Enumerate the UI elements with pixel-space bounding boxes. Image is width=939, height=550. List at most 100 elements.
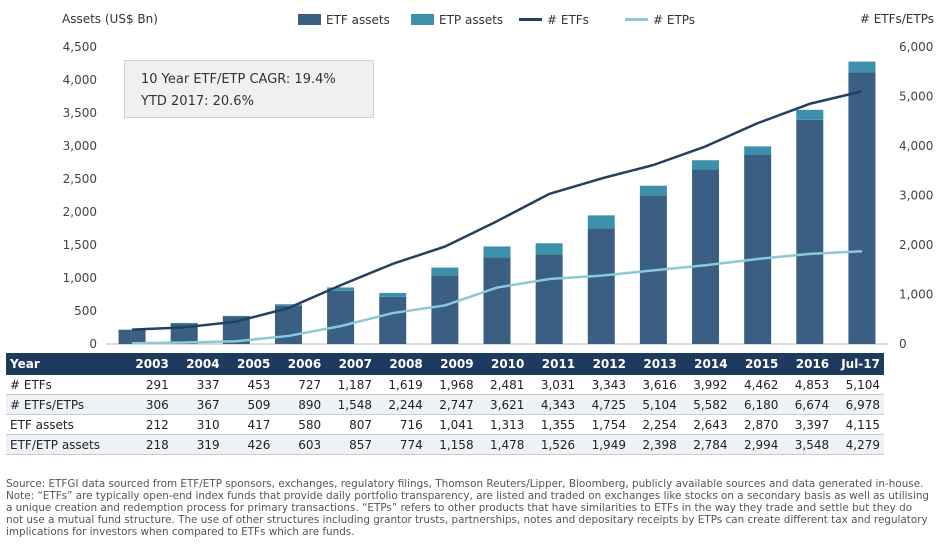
table-cell: 807	[325, 414, 376, 435]
right-tick-label: 4,000	[899, 139, 933, 153]
table-cell: 1,526	[528, 434, 580, 455]
right-tick-label: 3,000	[899, 189, 933, 203]
table-cell: 1,619	[375, 375, 427, 395]
etf-assets-bar	[431, 275, 459, 344]
table-cell: 4,725	[579, 394, 630, 415]
table-cell: 890	[274, 394, 326, 415]
etf-count-line	[132, 90, 863, 331]
legend-label: # ETPs	[653, 13, 695, 27]
legend-swatch	[298, 14, 321, 25]
data-table: Year 2003 2004 2005 2006 2007 2008 2009 2010 2011…	[6, 353, 884, 455]
table-cell: 2,254	[629, 414, 681, 435]
legend-swatch	[411, 14, 434, 25]
table-cell: 3,992	[680, 375, 732, 395]
table-cell: 509	[223, 394, 275, 415]
table-cell: 319	[172, 434, 224, 455]
table-row-label: ETF/ETP assets	[6, 434, 122, 455]
table-header-cell: 2014	[680, 353, 732, 375]
table-cell: 212	[122, 414, 173, 435]
legend-label: # ETFs	[547, 13, 589, 27]
right-tick-label: 6,000	[899, 40, 933, 54]
table-cell: 3,548	[782, 434, 834, 455]
etf-assets-bar	[379, 296, 407, 344]
left-tick-label: 4,500	[63, 40, 97, 54]
etf-assets-bar	[535, 254, 563, 344]
legend-label: ETF assets	[326, 13, 390, 27]
etf-assets-bar	[692, 169, 720, 344]
table-row: # ETFs/ETPs 306 367 509 890 1,548 2,244 2,747 3,…	[6, 394, 884, 415]
left-tick-label: 1,500	[63, 238, 97, 252]
table-cell: 306	[122, 394, 173, 415]
etf-assets-bar	[744, 154, 772, 344]
table-header-cell: Year	[6, 353, 122, 375]
table-cell: 3,397	[782, 414, 834, 435]
table-cell: 6,674	[782, 394, 834, 415]
table-row-label: # ETFs/ETPs	[6, 394, 122, 415]
legend-label: ETP assets	[439, 13, 503, 27]
left-tick-label: 500	[74, 304, 97, 318]
table-body: # ETFs 291 337 453 727 1,187 1,619 1,968 2,481 3,…	[6, 375, 884, 455]
table-header-cell: 2003	[122, 353, 173, 375]
table-cell: 3,621	[477, 394, 529, 415]
left-tick-label: 3,000	[63, 139, 97, 153]
table-cell: 426	[223, 434, 275, 455]
table-cell: 3,031	[528, 375, 580, 395]
table-cell: 310	[172, 414, 224, 435]
table-row-label: ETF assets	[6, 414, 122, 435]
etp-assets-bar	[170, 322, 198, 324]
table-cell: 857	[325, 434, 376, 455]
left-tick-label: 2,500	[63, 172, 97, 186]
etp-assets-bar	[535, 243, 563, 255]
table-cell: 453	[223, 375, 275, 395]
table-cell: 603	[274, 434, 326, 455]
right-tick-label: 2,000	[899, 238, 933, 252]
left-tick-label: 1,000	[63, 271, 97, 285]
table-cell: 218	[122, 434, 173, 455]
table-cell: 2,994	[731, 434, 783, 455]
cagr-line-2: YTD 2017: 20.6%	[141, 94, 254, 109]
table-cell: 5,104	[629, 394, 681, 415]
table-cell: 4,462	[731, 375, 783, 395]
right-tick-label: 5,000	[899, 90, 933, 104]
left-axis: 0 500 1,000 1,500 2,000 2,500 3,000 3,500 4,000 4…	[63, 40, 97, 351]
left-tick-label: 0	[89, 337, 97, 351]
table-cell: 417	[223, 414, 275, 435]
table-header-cell: Jul-17	[833, 353, 884, 375]
table-row: # ETFs 291 337 453 727 1,187 1,619 1,968 2,481 3,…	[6, 375, 884, 395]
table-header-cell: 2005	[223, 353, 275, 375]
table-cell: 1,968	[426, 375, 478, 395]
table-cell: 4,343	[528, 394, 580, 415]
table-cell: 1,949	[579, 434, 630, 455]
etp-assets-bar	[327, 287, 355, 291]
etf-assets-bar	[848, 72, 876, 344]
footnotes: Source: ETFGI data sourced from ETF/ETP …	[6, 478, 931, 538]
table-header-cell: 2009	[426, 353, 478, 375]
table-cell: 1,158	[426, 434, 478, 455]
source-note: Source: ETFGI data sourced from ETF/ETP …	[6, 478, 924, 490]
right-axis-title: # ETFs/ETPs	[860, 12, 934, 26]
table-header-cell: 2004	[172, 353, 224, 375]
table-cell: 1,754	[579, 414, 630, 435]
table-cell: 580	[274, 414, 326, 435]
etp-assets-bar	[848, 61, 876, 73]
etp-assets-bar	[692, 160, 720, 170]
table-cell: 6,978	[833, 394, 884, 415]
table-cell: 337	[172, 375, 224, 395]
table-cell: 291	[122, 375, 173, 395]
table-cell: 1,313	[477, 414, 529, 435]
table-cell: 6,180	[731, 394, 783, 415]
table-cell: 4,279	[833, 434, 884, 455]
etp-assets-bar	[639, 185, 667, 196]
table-cell: 2,784	[680, 434, 732, 455]
etp-assets-bar	[796, 109, 824, 120]
etp-assets-bar	[274, 304, 302, 306]
table-cell: 3,616	[629, 375, 681, 395]
table-cell: 1,478	[477, 434, 529, 455]
etp-count-line	[132, 249, 862, 345]
etp-assets-bar	[744, 146, 772, 155]
table-header-cell: 2007	[325, 353, 376, 375]
table-header-cell: 2011	[528, 353, 580, 375]
etp-assets-bar	[483, 246, 511, 258]
table-cell: 4,853	[782, 375, 834, 395]
table-header-cell: 2016	[782, 353, 834, 375]
